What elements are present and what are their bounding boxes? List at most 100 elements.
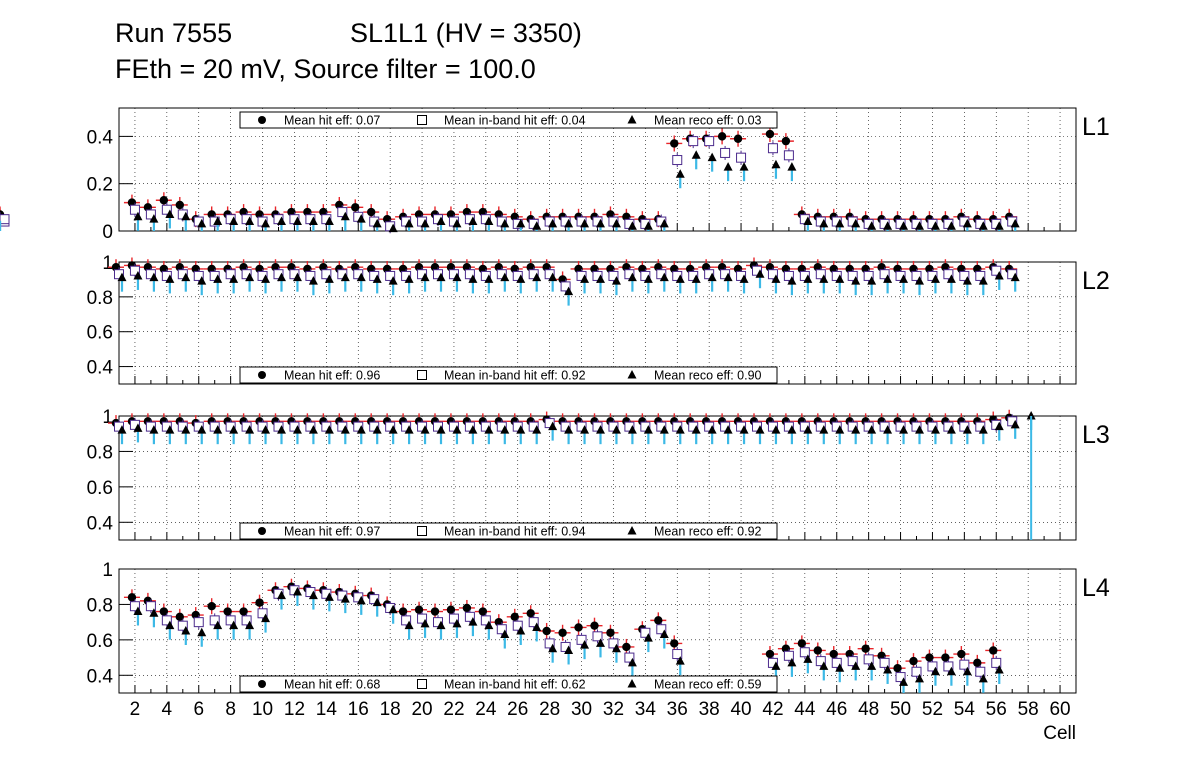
hit-eff-point [462, 603, 472, 613]
reco-eff-point [133, 606, 143, 616]
reco-eff-point [851, 425, 861, 434]
inband-eff-point [799, 647, 810, 658]
inband-eff-point [895, 672, 906, 683]
hit-eff-point [941, 653, 950, 662]
inband-eff-point [863, 270, 874, 281]
legend-inband-marker [417, 115, 427, 125]
legend-reco-marker [627, 526, 637, 535]
hit-eff-point [909, 656, 918, 666]
x-tick-label: 14 [316, 699, 338, 720]
reco-eff-point [452, 272, 462, 282]
inband-eff-point [464, 269, 475, 280]
reco-eff-point [308, 216, 318, 226]
reco-eff-point [213, 274, 223, 283]
hit-eff-point [558, 628, 567, 637]
reco-eff-point [962, 218, 972, 228]
reco-eff-point [149, 214, 159, 223]
inband-eff-point [608, 638, 619, 649]
reco-eff-point [596, 425, 605, 434]
reco-eff-point [994, 664, 1004, 674]
reco-eff-point [787, 276, 797, 285]
reco-eff-point [117, 425, 127, 434]
reco-eff-point [388, 276, 398, 285]
inband-eff-point [464, 611, 475, 622]
reco-eff-point [277, 216, 286, 226]
reco-eff-point [819, 661, 829, 670]
reco-eff-point [803, 654, 813, 663]
reco-eff-point [915, 673, 924, 683]
legend-label: Mean hit eff: 0.96 [284, 369, 380, 383]
inband-eff-point [385, 270, 396, 281]
reco-eff-point [1026, 411, 1036, 420]
reco-eff-point [420, 218, 430, 228]
reco-eff-point [324, 592, 334, 601]
reco-eff-point [707, 272, 717, 282]
inband-eff-point [544, 638, 555, 649]
reco-eff-point [261, 218, 271, 228]
hit-eff-point [957, 649, 966, 659]
panel-label: L1 [1082, 113, 1110, 141]
hit-eff-point [973, 658, 982, 668]
reco-eff-point [548, 421, 558, 431]
legend-box [239, 366, 778, 384]
x-tick-label: 34 [635, 699, 657, 720]
reco-eff-point [564, 645, 574, 654]
inband-eff-point [831, 657, 842, 668]
reco-eff-point [643, 221, 653, 230]
hit-eff-point [351, 203, 360, 212]
reco-eff-point [133, 211, 143, 221]
reco-eff-point [962, 425, 972, 434]
reco-eff-point [867, 221, 877, 230]
x-tick-label: 18 [380, 699, 401, 720]
y-tick-label: 0.8 [87, 288, 113, 309]
reco-eff-point [739, 162, 749, 171]
inband-eff-point [0, 214, 10, 225]
y-tick-label: 0.4 [87, 127, 114, 148]
hit-eff-point [797, 639, 807, 648]
reco-eff-point [962, 276, 972, 285]
reco-eff-point [803, 216, 813, 226]
reco-eff-point [468, 274, 478, 283]
x-tick-label: 36 [667, 699, 688, 720]
reco-eff-point [643, 425, 653, 434]
reco-eff-point [420, 425, 430, 434]
reco-eff-point [324, 274, 334, 283]
reco-eff-point [596, 638, 605, 647]
reco-eff-point [165, 425, 175, 434]
reco-eff-point [643, 633, 653, 642]
reco-eff-point [484, 425, 494, 434]
reco-eff-point [229, 274, 239, 283]
reco-eff-point [324, 425, 334, 434]
inband-eff-point [847, 656, 858, 667]
reco-eff-point [468, 425, 478, 434]
reco-eff-point [388, 604, 398, 614]
legend-label: Mean hit eff: 0.68 [284, 678, 380, 692]
legend: Mean hit eff: 0.96 Mean in-band hit eff: … [239, 366, 778, 384]
inband-eff-point [448, 613, 459, 624]
hit-eff-point [590, 621, 599, 630]
reco-eff-point [819, 274, 829, 283]
reco-eff-point [149, 425, 159, 434]
reco-eff-point [659, 629, 669, 639]
reco-eff-point [627, 425, 637, 434]
reco-eff-point [787, 162, 797, 171]
x-tick-label: 2 [130, 699, 141, 720]
reco-eff-point [659, 425, 669, 434]
reco-eff-point [755, 425, 765, 434]
reco-eff-point [946, 425, 956, 434]
legend-box [239, 675, 778, 693]
reco-eff-point [707, 425, 717, 434]
reco-eff-point [930, 666, 940, 676]
reco-eff-point [452, 218, 462, 228]
reco-eff-point [930, 221, 940, 230]
hit-eff-point [622, 642, 631, 652]
inband-eff-point [145, 601, 156, 612]
reco-eff-point [292, 587, 302, 596]
reco-eff-point [181, 272, 191, 282]
reco-eff-point [149, 272, 159, 282]
y-tick-label: 0.4 [87, 666, 114, 687]
reco-eff-point [261, 274, 271, 283]
hit-eff-point [542, 626, 551, 636]
hit-eff-point [765, 649, 775, 659]
inband-eff-point [225, 615, 236, 626]
